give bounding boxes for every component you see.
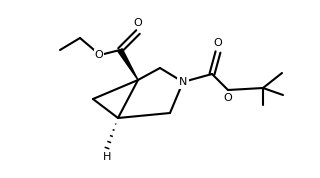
Text: O: O	[224, 93, 232, 103]
Text: N: N	[179, 77, 187, 87]
Text: H: H	[103, 152, 111, 162]
Text: O: O	[134, 18, 142, 28]
Text: O: O	[95, 50, 103, 60]
Polygon shape	[118, 49, 138, 80]
Text: O: O	[214, 38, 222, 48]
